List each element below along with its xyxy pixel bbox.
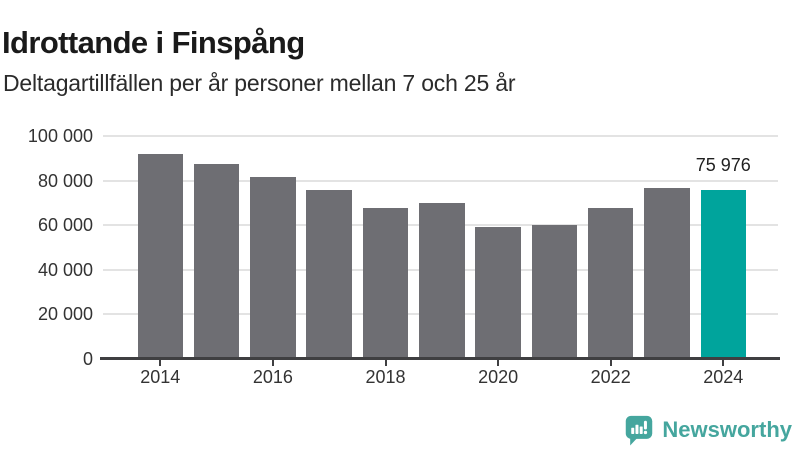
x-tick-label: 2014: [140, 367, 181, 387]
plot-area: [103, 135, 778, 359]
gridline-80000: [103, 179, 778, 182]
value-label: 75 976: [695, 154, 751, 175]
bar-2022: [587, 208, 634, 359]
bar-2018: [362, 207, 409, 359]
x-tick-label: 2018: [365, 367, 406, 387]
bar-2019: [419, 203, 465, 359]
bar-2024: [700, 189, 747, 359]
y-tick-label: 80 000: [37, 170, 93, 191]
x-tick-2024: [722, 360, 725, 366]
bar-chart-speech-bubble-icon: [626, 415, 653, 446]
x-tick-label: 2016: [252, 367, 293, 387]
x-tick-2014: [159, 360, 162, 366]
bar-2015: [193, 164, 240, 359]
bar-2021: [531, 225, 578, 359]
bar-2023: [644, 188, 690, 359]
y-tick-label: 20 000: [37, 304, 93, 325]
y-tick-label: 40 000: [37, 259, 93, 280]
x-tick-2016: [271, 360, 274, 366]
x-tick-label: 2020: [478, 367, 519, 387]
gridline-100000: [103, 135, 778, 137]
y-tick-label: 100 000: [27, 126, 93, 146]
bar-2017: [306, 190, 352, 359]
newsworthy-brand-text: Newsworthy: [662, 417, 792, 442]
y-tick-label: 60 000: [37, 215, 93, 236]
x-tick-label: 2022: [590, 367, 631, 387]
newsworthy-logo: Newsworthy: [624, 414, 792, 446]
chart-subtitle: Deltagartillfällen per år personer mella…: [3, 70, 516, 96]
x-axis-line: [100, 357, 780, 360]
x-tick-2018: [384, 360, 387, 366]
x-tick-2022: [609, 360, 612, 366]
bar-2020: [475, 226, 521, 359]
y-axis-labels: 0 20 000 40 000 60 000 80 000 100 000: [0, 126, 93, 369]
bar-2014: [137, 154, 184, 359]
chart-title: Idrottande i Finspång: [2, 24, 305, 60]
x-tick-2020: [497, 360, 500, 366]
x-tick-label: 2024: [703, 367, 744, 387]
y-tick-label: 0: [82, 349, 93, 369]
bar-2016: [250, 177, 296, 359]
